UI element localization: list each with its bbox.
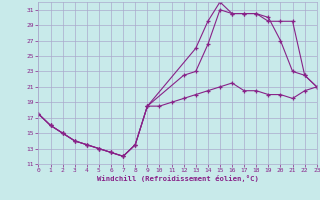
X-axis label: Windchill (Refroidissement éolien,°C): Windchill (Refroidissement éolien,°C) xyxy=(97,175,259,182)
